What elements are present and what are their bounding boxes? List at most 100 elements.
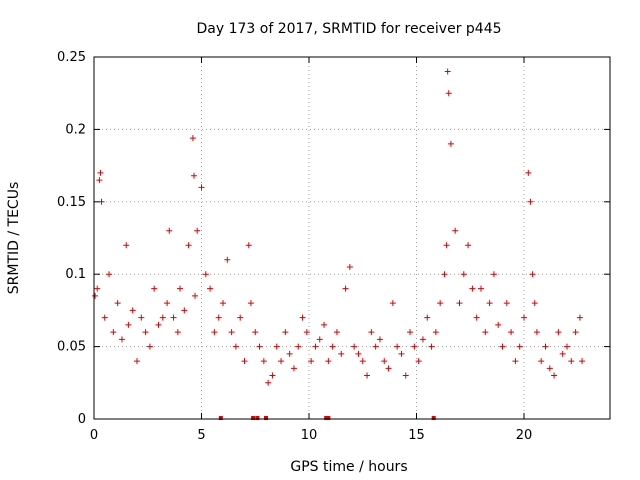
data-point — [190, 172, 197, 179]
data-points — [92, 68, 586, 420]
data-point — [215, 314, 222, 321]
data-point — [237, 314, 244, 321]
data-point — [189, 135, 196, 142]
zero-value-marker — [251, 416, 256, 420]
data-point — [508, 329, 515, 336]
zero-value-marker — [324, 416, 329, 420]
data-point — [443, 242, 450, 249]
x-axis-label: GPS time / hours — [290, 459, 407, 475]
data-point — [503, 300, 510, 307]
data-point — [252, 329, 259, 336]
y-tick-label: 0 — [78, 412, 86, 427]
axis-ticks: 0 5 10 15 20 0 0.05 0.1 0.15 0.2 0.25 — [57, 50, 610, 443]
data-point — [92, 292, 99, 299]
data-point — [295, 343, 302, 350]
data-point — [325, 358, 332, 365]
data-point — [521, 314, 527, 321]
zero-value-marker — [255, 416, 260, 420]
data-point — [118, 336, 125, 343]
zero-value-marker — [218, 416, 223, 420]
chart-title: Day 173 of 2017, SRMTID for receiver p44… — [196, 21, 501, 37]
data-point — [411, 343, 418, 350]
data-point — [247, 300, 254, 307]
data-point — [211, 329, 218, 336]
data-point — [460, 271, 467, 278]
data-point — [166, 227, 173, 234]
data-point — [278, 358, 285, 365]
data-point — [96, 177, 103, 184]
data-point — [381, 358, 388, 365]
data-point — [490, 271, 497, 278]
data-point — [385, 365, 392, 372]
data-point — [542, 343, 549, 350]
data-point — [444, 68, 451, 75]
data-point — [465, 242, 472, 249]
data-point — [299, 314, 306, 321]
data-point — [415, 358, 422, 365]
y-tick-label: 0.2 — [65, 122, 86, 137]
data-point — [164, 300, 171, 307]
data-point — [456, 300, 463, 307]
data-point — [98, 198, 105, 205]
data-point — [333, 329, 340, 336]
data-point — [473, 314, 480, 321]
data-point — [134, 358, 140, 365]
data-point — [273, 343, 280, 350]
data-point — [447, 140, 454, 147]
data-point — [260, 358, 267, 365]
data-point — [170, 314, 177, 321]
data-point — [224, 256, 231, 263]
data-point — [525, 169, 532, 176]
plot-frame — [93, 56, 611, 420]
data-point — [419, 336, 426, 343]
data-point — [437, 300, 444, 307]
data-point — [159, 314, 166, 321]
data-point — [129, 307, 136, 314]
data-point — [389, 300, 396, 307]
y-tick-label: 0.25 — [57, 50, 86, 65]
data-point — [110, 329, 117, 336]
data-point — [376, 336, 383, 343]
data-point — [192, 292, 199, 299]
data-point — [338, 350, 345, 357]
data-point — [202, 271, 209, 278]
data-point — [138, 314, 145, 321]
data-point — [486, 300, 493, 307]
data-point — [402, 372, 409, 379]
zero-value-marker — [326, 416, 331, 420]
data-point — [220, 300, 226, 307]
x-tick-label: 0 — [90, 428, 98, 443]
data-point — [424, 314, 431, 321]
zero-value-marker — [264, 416, 268, 420]
data-point — [351, 343, 358, 350]
data-point — [368, 329, 375, 336]
x-tick-label: 20 — [516, 428, 533, 443]
data-point — [256, 343, 263, 350]
x-tick-label: 15 — [408, 428, 425, 443]
data-point — [495, 321, 502, 328]
data-point — [308, 358, 315, 365]
data-point — [303, 329, 310, 336]
y-tick-label: 0.1 — [65, 267, 86, 282]
data-point — [469, 285, 476, 292]
data-point — [342, 285, 349, 292]
data-point — [551, 372, 558, 379]
data-point — [394, 343, 401, 350]
data-point — [452, 227, 459, 234]
x-tick-label: 10 — [301, 428, 318, 443]
data-point — [355, 350, 362, 357]
data-point — [181, 307, 188, 314]
data-point — [398, 350, 405, 357]
y-tick-label: 0.15 — [57, 195, 86, 210]
data-point — [282, 329, 289, 336]
data-point — [359, 358, 366, 365]
data-point — [174, 329, 181, 336]
data-point — [94, 285, 101, 292]
data-point — [546, 365, 553, 372]
data-point — [527, 198, 534, 205]
data-point — [97, 169, 104, 176]
data-point — [321, 321, 328, 328]
data-point — [290, 365, 297, 372]
data-point — [432, 329, 439, 336]
